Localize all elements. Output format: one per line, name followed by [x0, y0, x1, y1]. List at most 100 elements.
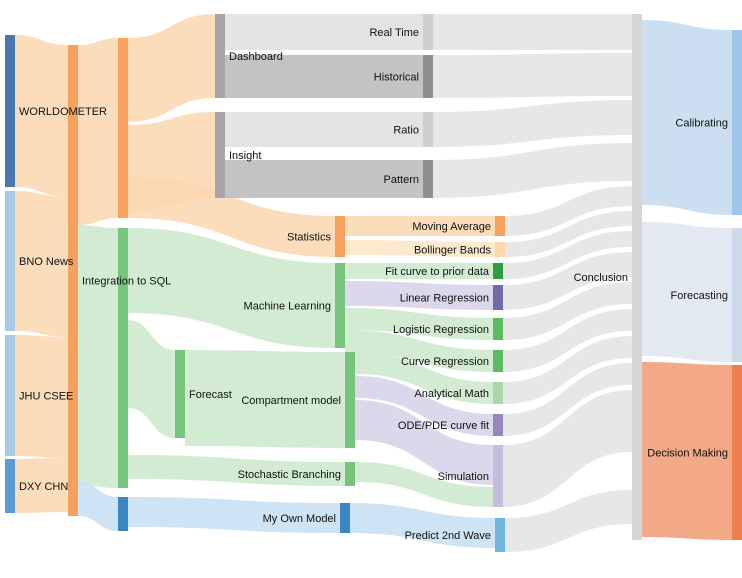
sankey-link-ode-pde-conclusion — [503, 363, 632, 436]
node-label-bno-news: BNO News — [19, 256, 74, 268]
node-label-moving-average: Moving Average — [412, 221, 491, 233]
sankey-link-machine-learning-logistic-regression — [345, 308, 493, 340]
sankey-link-conclusion-decision-making — [642, 362, 732, 540]
sankey-node-decision-making[interactable] — [732, 365, 742, 540]
node-label-my-own-model: My Own Model — [263, 513, 336, 525]
sankey-node-jhu-csee[interactable] — [5, 335, 15, 456]
node-label-historical: Historical — [374, 72, 419, 84]
sankey-node-pattern[interactable] — [423, 160, 433, 198]
node-label-linear-regression: Linear Regression — [400, 293, 489, 305]
sankey-link-integration-sql-group-a — [78, 38, 118, 225]
node-label-compartment-model: Compartment model — [241, 395, 341, 407]
sankey-node-ratio[interactable] — [423, 112, 433, 147]
sankey-node-predict-2nd-wave[interactable] — [495, 518, 505, 552]
sankey-link-statistics-moving-average — [345, 216, 495, 236]
nodes-layer — [5, 14, 742, 552]
node-label-dashboard: Dashboard — [229, 51, 283, 63]
sankey-link-machine-learning-fit-curve — [345, 263, 493, 279]
sankey-link-jhu-csee-integration-sql — [15, 335, 68, 458]
sankey-node-insight[interactable] — [215, 112, 225, 198]
sankey-node-forecast[interactable] — [175, 350, 185, 438]
sankey-node-my-own-model[interactable] — [340, 503, 350, 533]
node-label-simulation: Simulation — [438, 471, 489, 483]
sankey-link-machine-learning-linear-regression — [345, 281, 493, 310]
sankey-link-group-c-my-own-model — [128, 497, 340, 533]
node-label-conclusion: Conclusion — [574, 272, 628, 284]
sankey-node-compartment-model[interactable] — [345, 352, 355, 448]
sankey-link-historical-conclusion — [433, 53, 632, 98]
sankey-node-stochastic-branching[interactable] — [345, 462, 355, 486]
sankey-node-linear-regression[interactable] — [493, 285, 503, 310]
node-label-machine-learning: Machine Learning — [244, 301, 331, 313]
sankey-node-calibrating[interactable] — [732, 30, 742, 215]
sankey-link-group-b-machine-learning — [128, 228, 335, 348]
sankey-node-statistics[interactable] — [335, 216, 345, 257]
node-label-ratio: Ratio — [393, 125, 419, 137]
node-label-jhu-csee: JHU CSEE — [19, 391, 73, 403]
sankey-link-conclusion-forecasting — [642, 222, 732, 362]
node-label-predict-2nd-wave: Predict 2nd Wave — [405, 530, 491, 542]
sankey-link-simulation-conclusion — [503, 390, 632, 507]
sankey-node-simulation[interactable] — [493, 445, 503, 507]
sankey-node-conclusion[interactable] — [632, 14, 642, 540]
sankey-link-logistic-regression-conclusion — [503, 282, 632, 340]
sankey-link-my-own-model-predict-2nd-wave — [350, 503, 495, 548]
node-label-decision-making: Decision Making — [647, 448, 728, 460]
sankey-link-group-a-dashboard — [128, 14, 215, 122]
sankey-link-bollinger-bands-conclusion — [505, 211, 632, 257]
sankey-link-analytical-math-conclusion — [503, 336, 632, 404]
sankey-link-machine-learning-curve-regression — [345, 330, 493, 372]
sankey-link-compartment-model-simulation — [355, 400, 493, 485]
node-label-dxy-chn: DXY CHN — [19, 481, 68, 493]
sankey-link-curve-regression-conclusion — [503, 309, 632, 372]
sankey-link-compartment-model-ode-pde — [355, 376, 493, 436]
sankey-link-integration-sql-group-c — [78, 482, 118, 531]
node-label-forecasting: Forecasting — [671, 290, 728, 302]
sankey-link-group-b-forecast — [128, 320, 175, 438]
sankey-node-forecasting[interactable] — [732, 228, 742, 362]
sankey-node-group-b[interactable] — [118, 228, 128, 488]
sankey-link-group-b-stochastic-branching — [128, 455, 345, 486]
sankey-node-moving-average[interactable] — [495, 216, 505, 236]
node-label-logistic-regression: Logistic Regression — [393, 324, 489, 336]
sankey-link-linear-regression-conclusion — [503, 252, 632, 310]
sankey-node-curve-regression[interactable] — [493, 350, 503, 372]
sankey-link-conclusion-calibrating — [642, 20, 732, 215]
sankey-link-real-time-conclusion — [433, 14, 632, 50]
sankey-node-dxy-chn[interactable] — [5, 459, 15, 513]
sankey-link-compartment-model-analytical-math — [355, 352, 493, 404]
node-label-analytical-math: Analytical Math — [414, 388, 489, 400]
sankey-link-fit-curve-conclusion — [503, 231, 632, 279]
sankey-link-stochastic-branching-simulation — [355, 462, 493, 507]
sankey-node-machine-learning[interactable] — [335, 263, 345, 348]
sankey-link-integration-sql-group-b — [78, 225, 118, 488]
sankey-node-logistic-regression[interactable] — [493, 318, 503, 340]
node-label-stochastic-branching: Stochastic Branching — [238, 469, 341, 481]
sankey-node-analytical-math[interactable] — [493, 382, 503, 404]
sankey-node-bno-news[interactable] — [5, 191, 15, 331]
links-layer — [15, 14, 732, 552]
sankey-node-bollinger-bands[interactable] — [495, 242, 505, 257]
sankey-link-dashboard-real-time — [225, 14, 423, 50]
node-label-worldometer: WORLDOMETER — [19, 106, 107, 118]
sankey-node-worldometer[interactable] — [5, 35, 15, 187]
sankey-node-integration-sql[interactable] — [68, 45, 78, 516]
sankey-link-worldometer-integration-sql — [15, 35, 68, 197]
sankey-node-ode-pde[interactable] — [493, 414, 503, 436]
sankey-link-forecast-compartment-model — [185, 350, 345, 448]
node-label-ode-pde: ODE/PDE curve fit — [398, 420, 489, 432]
sankey-link-ratio-conclusion — [433, 100, 632, 147]
sankey-node-historical[interactable] — [423, 55, 433, 98]
sankey-node-real-time[interactable] — [423, 14, 433, 50]
sankey-node-dashboard[interactable] — [215, 14, 225, 98]
sankey-node-group-c[interactable] — [118, 497, 128, 531]
sankey-link-insight-pattern — [225, 160, 423, 198]
sankey-node-fit-curve[interactable] — [493, 263, 503, 279]
node-label-bollinger-bands: Bollinger Bands — [414, 245, 492, 257]
sankey-node-group-a[interactable] — [118, 38, 128, 218]
node-label-real-time: Real Time — [369, 27, 419, 39]
sankey-link-dashboard-historical — [225, 55, 423, 98]
node-label-statistics: Statistics — [287, 232, 332, 244]
